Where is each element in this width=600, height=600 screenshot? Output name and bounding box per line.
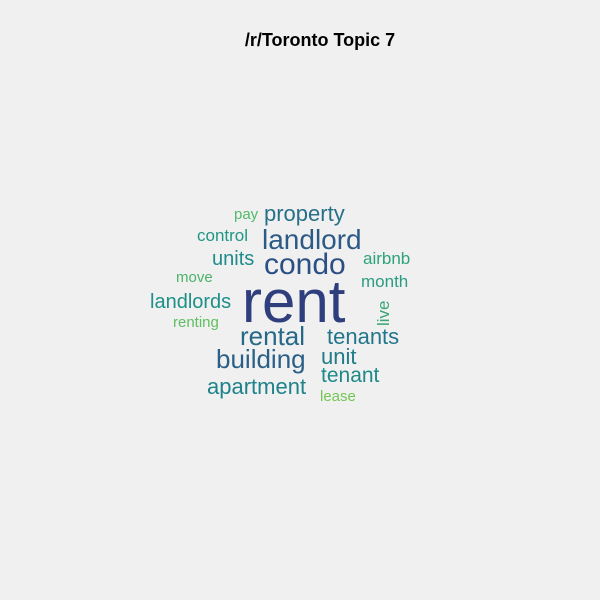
chart-title: /r/Toronto Topic 7 [244, 30, 396, 50]
word-landlord: landlord [262, 224, 362, 255]
word-unit: unit [321, 344, 357, 369]
word-control: control [197, 226, 249, 245]
word-condo: condo [264, 248, 346, 281]
word-live: live [374, 300, 393, 326]
word-rental: rental [240, 321, 306, 351]
word-units: units [212, 248, 255, 270]
word-pay: pay [234, 206, 259, 223]
word-lease: lease [320, 388, 356, 405]
word-building: building [216, 344, 306, 374]
word-rent: rent [242, 268, 346, 335]
word-tenant: tenant [321, 364, 380, 387]
word-airbnb: airbnb [363, 249, 411, 268]
word-apartment: apartment [207, 374, 307, 399]
word-renting: renting [173, 314, 219, 331]
word-move: move [176, 269, 213, 286]
word-tenants: tenants [327, 324, 400, 349]
word-property: property [264, 201, 345, 226]
word-month: month [361, 272, 409, 291]
word-landlords: landlords [150, 291, 232, 313]
